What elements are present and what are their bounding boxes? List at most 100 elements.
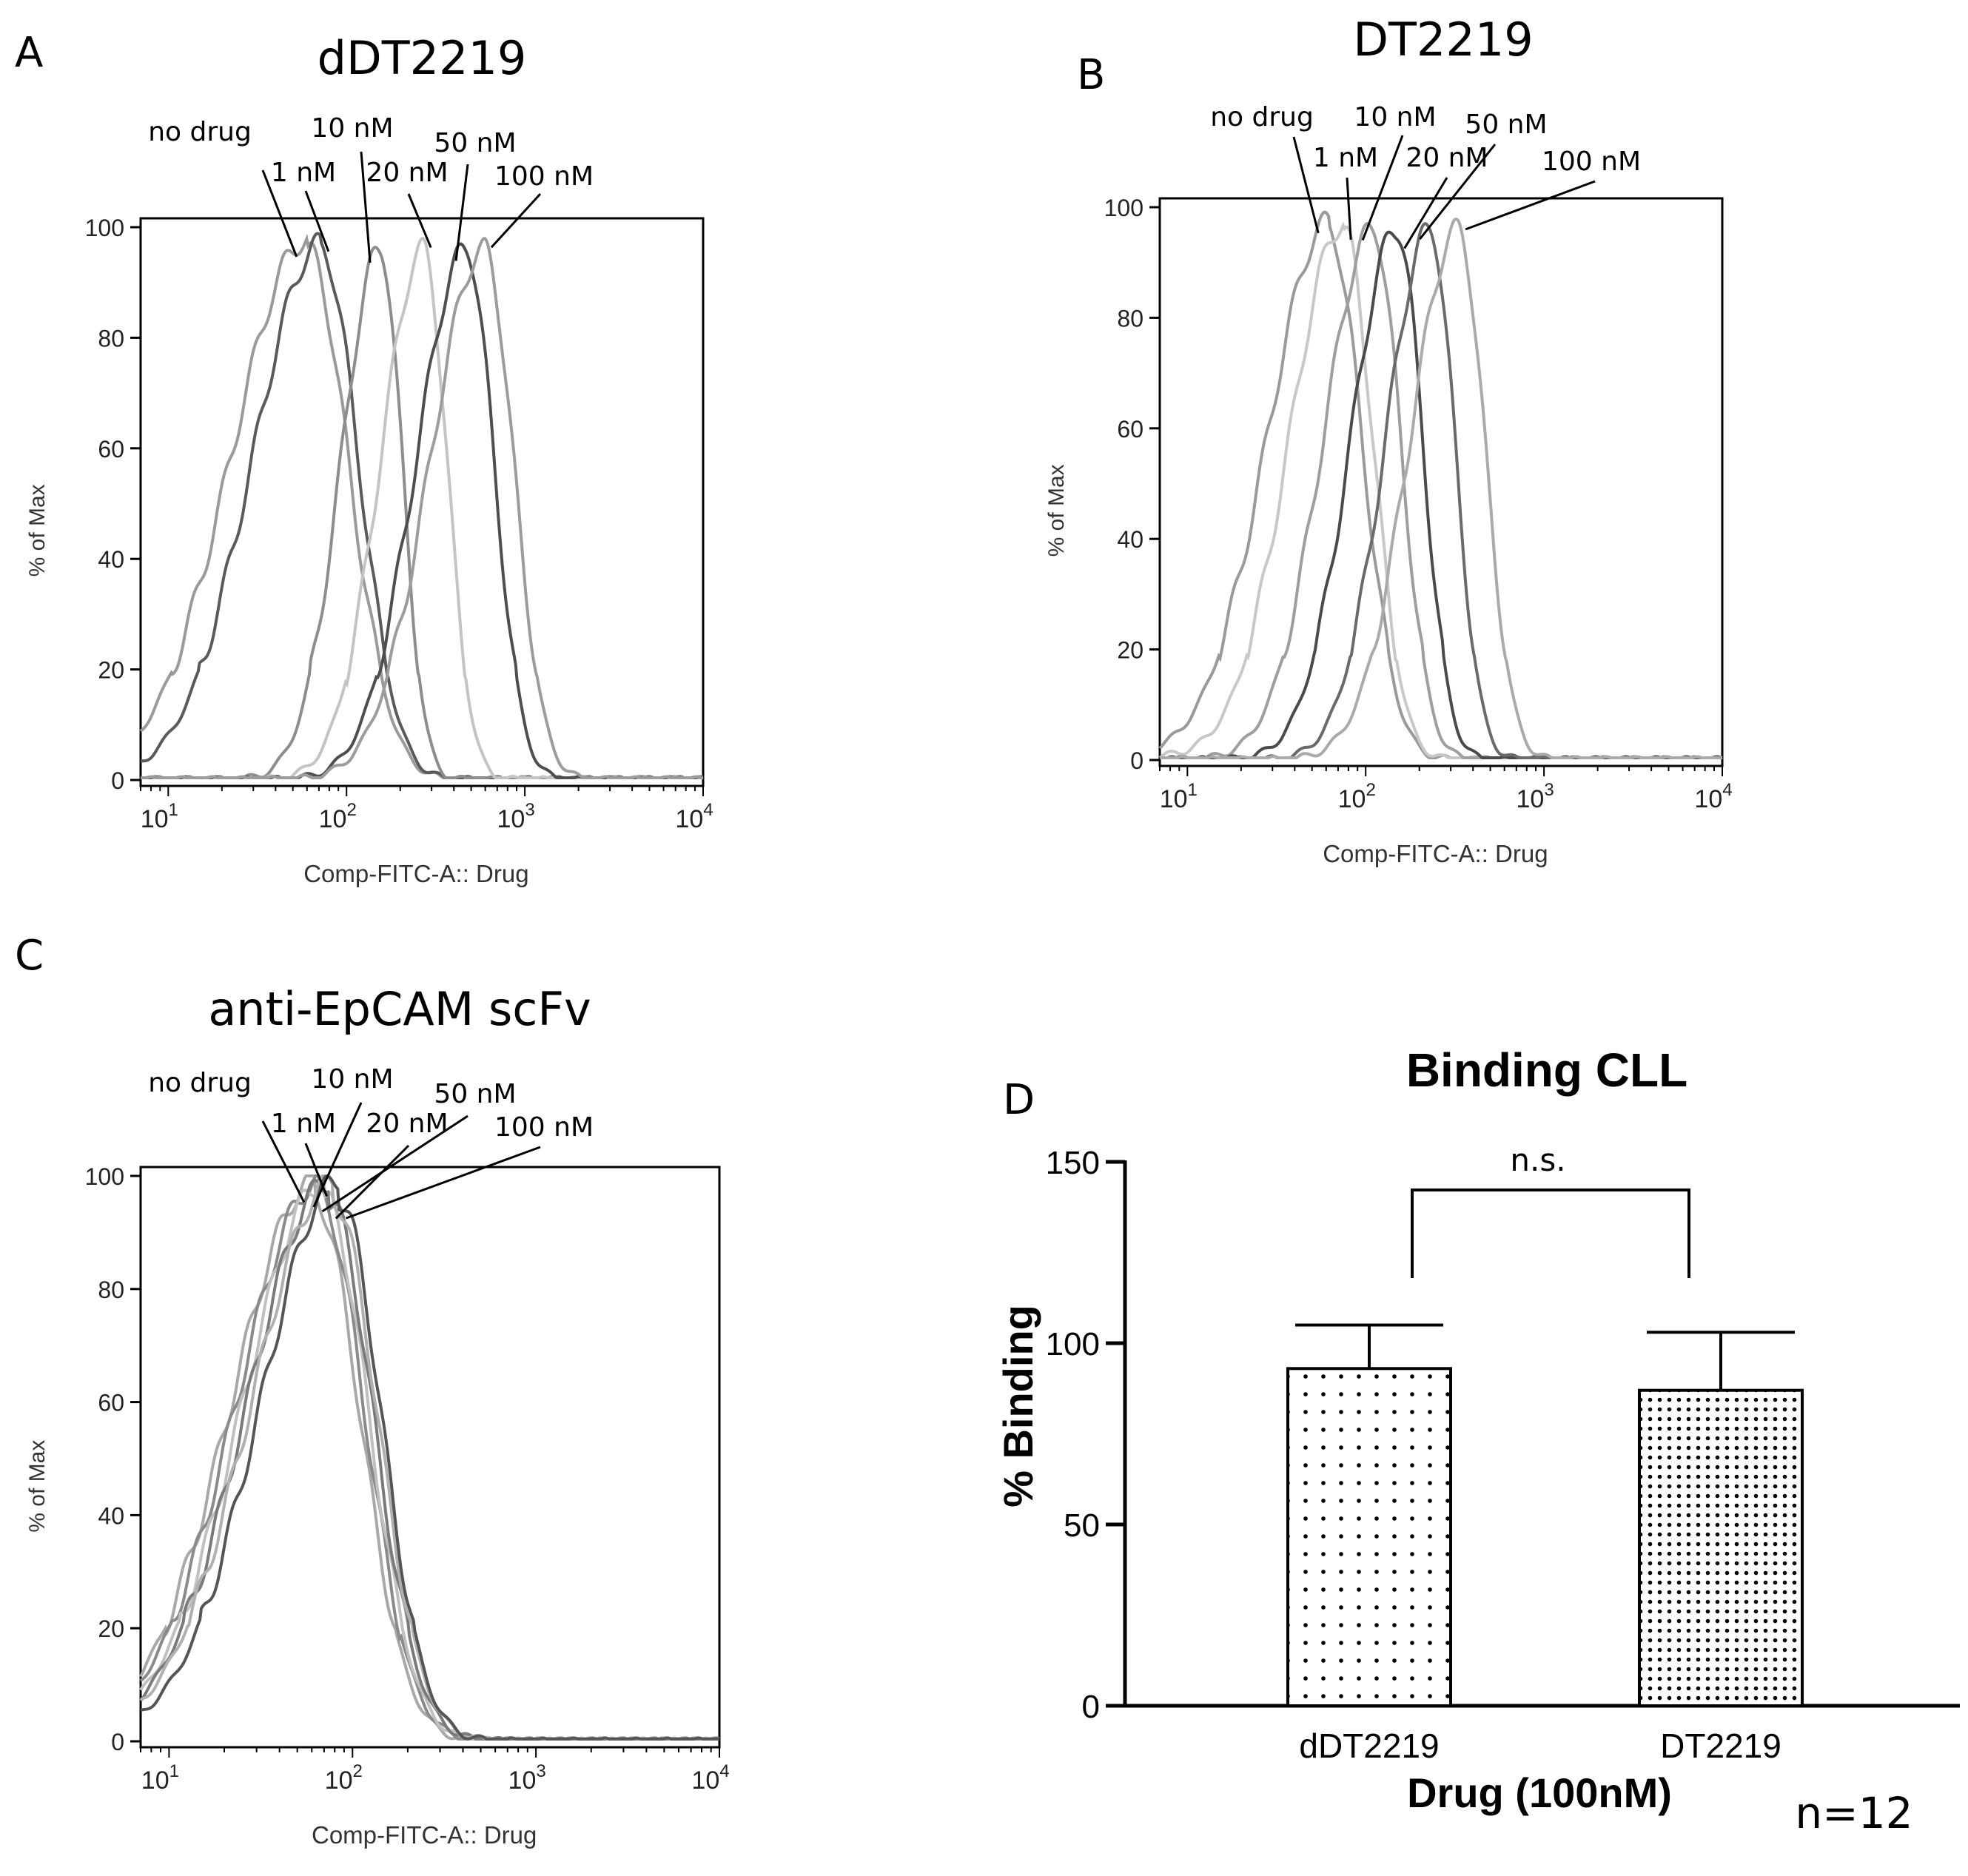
annotation-leader: [1403, 177, 1448, 249]
y-tick-label: 150: [1046, 1145, 1100, 1181]
x-tick-exponent: 4: [1722, 780, 1732, 800]
annotation-leader: [1419, 144, 1497, 241]
annotation-leader: [1361, 135, 1404, 241]
series-line-5: [1160, 217, 1722, 759]
category-label: DT2219: [1660, 1727, 1781, 1765]
y-tick-label: 80: [98, 1277, 124, 1303]
y-tick-label: 100: [85, 215, 124, 241]
panel-title: DT2219: [1353, 13, 1533, 67]
series-annotation: 20 nM: [1406, 143, 1488, 173]
x-tick-exponent: 3: [536, 1761, 545, 1781]
x-tick-label: 104: [1694, 780, 1732, 813]
series-line-0: [139, 1174, 720, 1741]
y-tick-label: 80: [1117, 305, 1143, 332]
significance-bracket: [1411, 1189, 1690, 1278]
annotation-leader: [321, 1114, 469, 1213]
series-line-3: [1160, 230, 1722, 759]
y-axis-label: % of Max: [25, 484, 50, 576]
annotation-leader: [345, 1146, 541, 1220]
series-annotation: 100 nM: [1542, 147, 1641, 177]
x-tick-label: 102: [1338, 780, 1376, 813]
x-tick-label: 101: [1160, 780, 1198, 813]
x-tick-label: 103: [508, 1761, 546, 1795]
x-tick-base: 10: [319, 805, 347, 833]
series-annotation: no drug: [148, 1068, 252, 1098]
annotation-leader: [1346, 177, 1352, 240]
panel-title: dDT2219: [318, 31, 527, 85]
series-annotation: no drug: [1210, 102, 1314, 132]
series-annotation: 100 nM: [494, 1112, 594, 1143]
x-tick-base: 10: [675, 805, 703, 833]
x-tick-base: 10: [141, 805, 169, 833]
series-line-4: [1160, 222, 1723, 759]
panel-letter: C: [15, 932, 44, 980]
series-line-1: [1158, 221, 1722, 759]
y-axis-label: % Binding: [995, 1305, 1041, 1507]
significance-label: n.s.: [1510, 1142, 1565, 1178]
series-line-4: [140, 1174, 719, 1741]
x-tick-label: 104: [691, 1761, 729, 1795]
x-tick-label: 101: [141, 1761, 179, 1795]
y-tick-label: 0: [1130, 747, 1143, 774]
series-line-2: [141, 245, 704, 779]
series-line-2: [139, 1180, 719, 1741]
series-line-3: [139, 1178, 720, 1741]
series-line-5: [141, 236, 703, 779]
x-tick-label: 104: [675, 800, 713, 833]
x-axis-label: Comp-FITC-A:: Drug: [312, 1821, 537, 1849]
panel-letter: B: [1077, 51, 1105, 99]
y-tick-label: 20: [98, 657, 124, 684]
x-axis-label: Comp-FITC-A:: Drug: [1323, 840, 1548, 867]
x-tick-exponent: 2: [346, 800, 356, 820]
y-tick-label: 100: [1104, 195, 1143, 221]
x-tick-exponent: 4: [719, 1761, 729, 1781]
series-annotation: 20 nM: [366, 158, 448, 188]
annotation-leader: [1292, 136, 1320, 234]
y-axis-label: % of Max: [25, 1440, 50, 1533]
y-axis-label: % of Max: [1044, 464, 1069, 557]
y-tick-label: 100: [1046, 1326, 1100, 1362]
annotation-leader: [261, 1120, 306, 1203]
x-tick-exponent: 2: [352, 1761, 362, 1781]
x-tick-label: 102: [319, 800, 357, 833]
x-tick-base: 10: [141, 1766, 169, 1795]
series-annotation: 20 nM: [366, 1109, 448, 1139]
y-tick-label: 0: [111, 1729, 124, 1755]
y-tick-label: 60: [98, 436, 124, 463]
y-tick-label: 60: [98, 1390, 124, 1416]
series-line-5: [140, 1174, 719, 1741]
y-tick-label: 50: [1064, 1507, 1100, 1544]
x-tick-exponent: 3: [1544, 780, 1554, 800]
plot-frame: [139, 1166, 721, 1749]
y-tick-label: 80: [98, 325, 124, 352]
x-tick-exponent: 2: [1366, 780, 1375, 800]
x-tick-exponent: 1: [1188, 780, 1198, 800]
annotation-leader: [304, 190, 330, 252]
bar: [1638, 1388, 1804, 1707]
series-annotation: 50 nM: [434, 128, 516, 158]
series-annotation: 1 nM: [271, 158, 336, 188]
x-tick-exponent: 1: [169, 800, 178, 820]
series-annotation: 50 nM: [1465, 110, 1547, 140]
x-axis-label: Drug (100nM): [1407, 1769, 1672, 1816]
y-tick-label: 40: [98, 1502, 124, 1529]
annotation-leader: [454, 164, 469, 261]
panel-letter: A: [15, 29, 43, 77]
y-tick-label: 100: [85, 1163, 124, 1190]
plot-frame: [1158, 197, 1724, 767]
y-tick-label: 60: [1117, 416, 1143, 443]
series-annotation: no drug: [148, 117, 252, 147]
series-line-2: [1160, 221, 1722, 759]
x-tick-base: 10: [497, 805, 525, 833]
x-tick-label: 103: [1517, 780, 1554, 813]
y-tick-label: 20: [98, 1616, 124, 1642]
x-tick-base: 10: [325, 1766, 353, 1795]
category-label: dDT2219: [1299, 1727, 1439, 1765]
sample-size-label: n=12: [1795, 1788, 1912, 1838]
x-tick-label: 103: [497, 800, 535, 833]
x-tick-exponent: 3: [525, 800, 534, 820]
series-annotation: 10 nM: [311, 113, 393, 144]
